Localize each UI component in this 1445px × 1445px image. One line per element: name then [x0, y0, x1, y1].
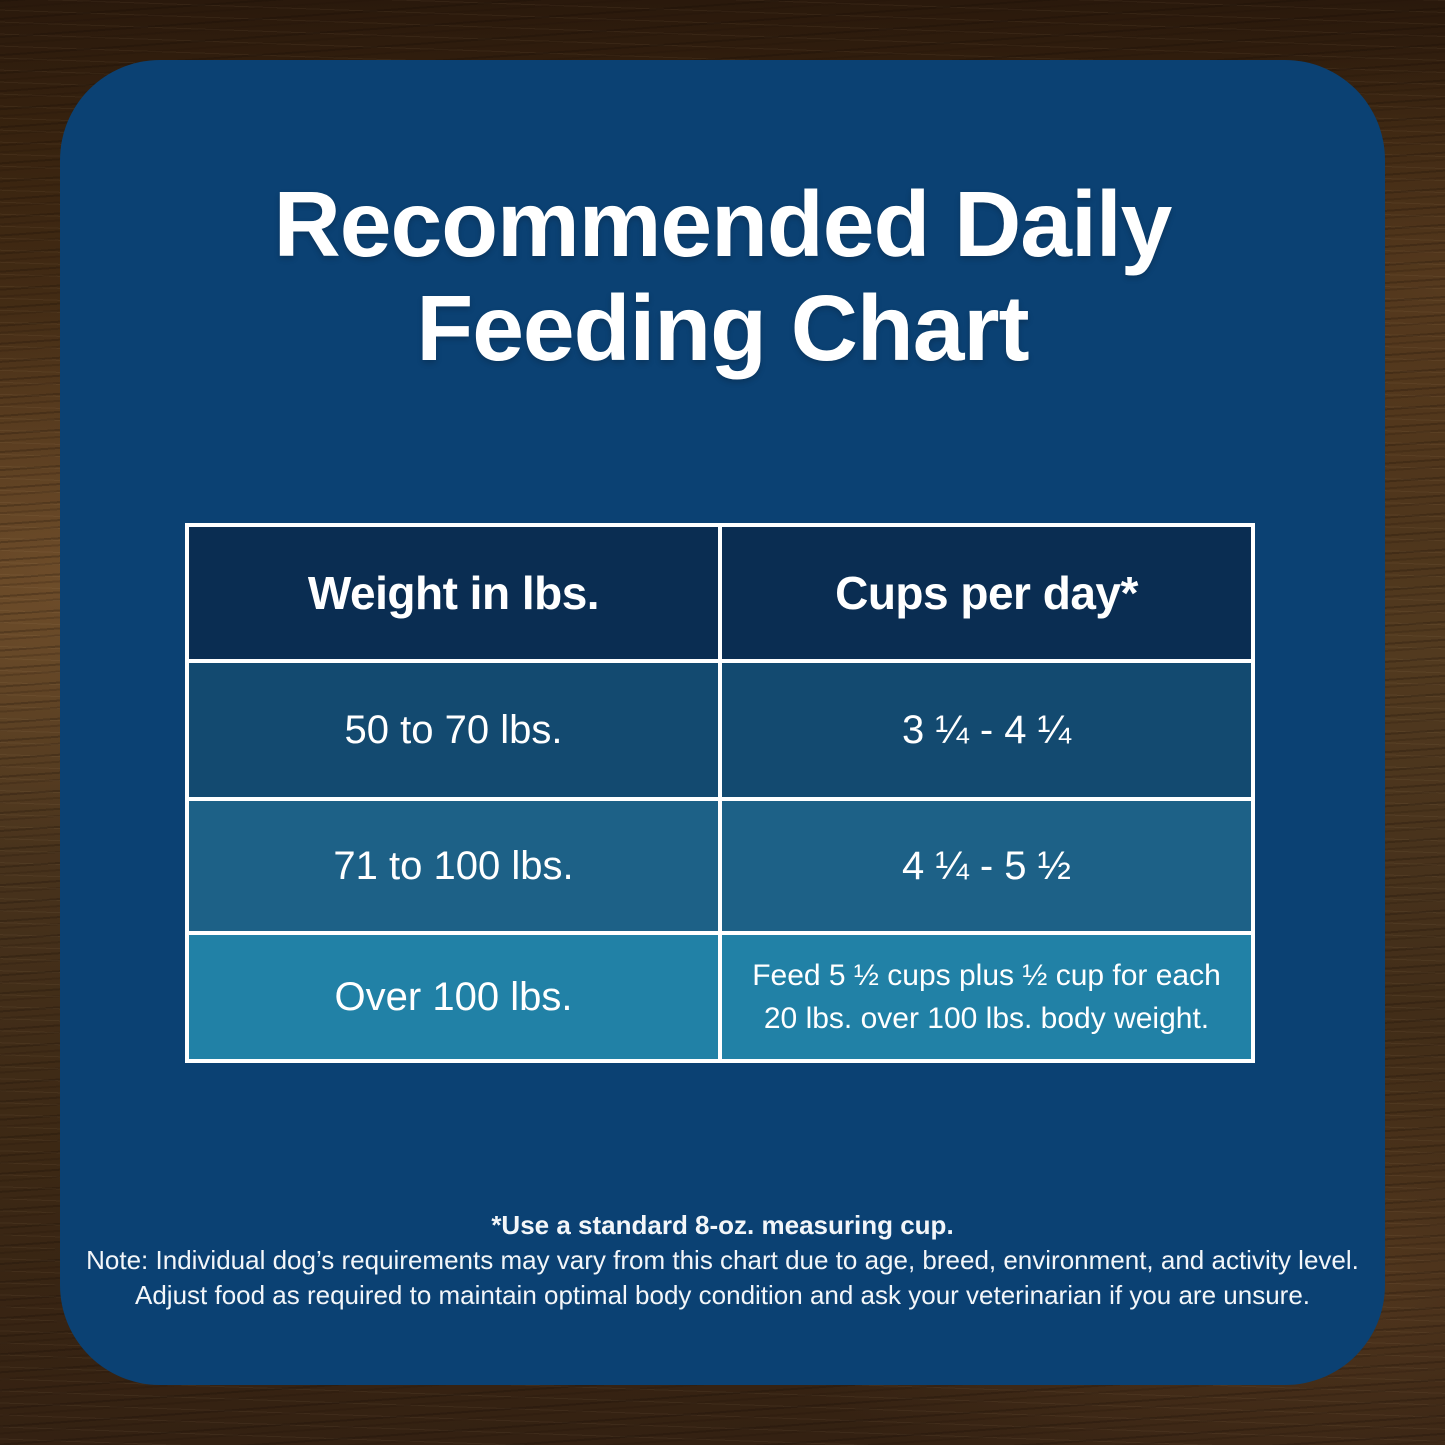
table-row-2-weight: 71 to 100 lbs. [189, 801, 718, 931]
table-header-cups: Cups per day* [722, 527, 1251, 659]
table-row-1-cups: 3 ¼ - 4 ¼ [722, 663, 1251, 797]
feeding-table: Weight in lbs. Cups per day* 50 to 70 lb… [185, 523, 1255, 1063]
footnotes: *Use a standard 8-oz. measuring cup. Not… [60, 1208, 1385, 1313]
table-row-1-weight: 50 to 70 lbs. [189, 663, 718, 797]
table-header-weight: Weight in lbs. [189, 527, 718, 659]
note-line-1: Note: Individual dog’s requirements may … [86, 1245, 1359, 1275]
page-title-line-1: Recommended Daily [273, 172, 1173, 276]
page-title: Recommended Daily Feeding Chart [60, 172, 1385, 380]
note-line-2: Adjust food as required to maintain opti… [134, 1280, 1310, 1310]
table-row-3-cups-text: Feed 5 ½ cups plus ½ cup for each 20 lbs… [752, 959, 1221, 1035]
table-row-3-weight: Over 100 lbs. [189, 935, 718, 1059]
table-row-2-cups: 4 ¼ - 5 ½ [722, 801, 1251, 931]
page-title-line-2: Feeding Chart [416, 276, 1029, 380]
feeding-chart-card: Recommended Daily Feeding Chart Weight i… [60, 60, 1385, 1385]
measuring-cup-note: *Use a standard 8-oz. measuring cup. [491, 1210, 954, 1240]
table-row-3-cups: Feed 5 ½ cups plus ½ cup for each 20 lbs… [722, 935, 1251, 1059]
